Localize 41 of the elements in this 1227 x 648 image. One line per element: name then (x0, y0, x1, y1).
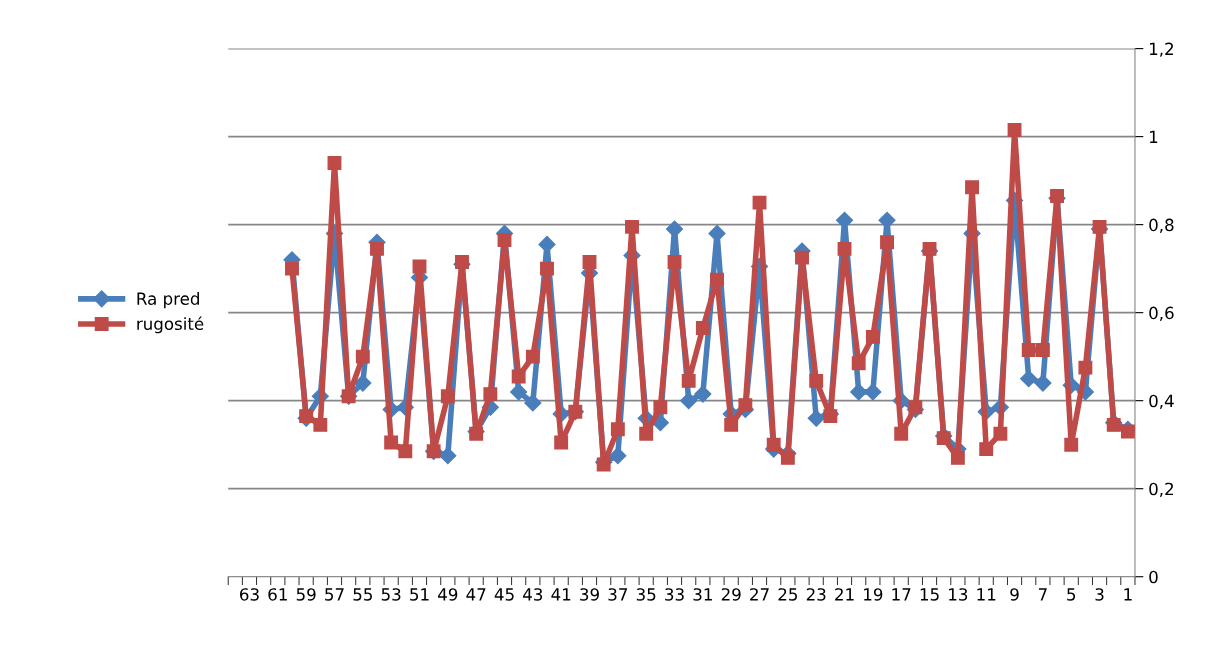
y-tick-label: 0,6 (1149, 306, 1174, 321)
x-tick-label: 37 (608, 588, 628, 601)
x-tick-label: 29 (721, 588, 741, 601)
x-tick-label: 19 (864, 588, 883, 601)
y-tick-label: 0 (1149, 570, 1158, 584)
x-tick-label: 55 (353, 588, 372, 601)
y-tick-label: 0,8 (1149, 218, 1174, 233)
x-tick-label: 49 (438, 588, 458, 601)
x-tick-label: 5 (1067, 588, 1076, 601)
x-tick-label: 11 (977, 588, 996, 601)
y-tick-label: 0,2 (1149, 482, 1174, 497)
x-tick-label: 33 (665, 588, 684, 601)
y-tick-label: 1,2 (1150, 42, 1174, 57)
x-tick-label: 17 (892, 588, 911, 601)
x-tick-label: 57 (325, 588, 344, 601)
x-tick-label: 7 (1038, 588, 1047, 601)
x-tick-label: 61 (268, 588, 287, 601)
x-tick-label: 41 (551, 588, 571, 601)
x-tick-label: 31 (693, 588, 712, 601)
x-tick-label: 25 (778, 588, 798, 601)
x-tick-label: 23 (806, 588, 826, 601)
y-tick-label: 0,4 (1149, 394, 1174, 409)
x-tick-label: 63 (240, 588, 259, 601)
x-tick-label: 43 (523, 588, 543, 601)
x-tick-label: 59 (296, 588, 316, 601)
x-tick-label: 35 (636, 588, 656, 601)
x-tick-label: 27 (750, 588, 769, 601)
x-tick-label: 39 (580, 588, 599, 601)
legend-label: rugosité (137, 316, 204, 334)
x-tick-label: 13 (949, 588, 968, 601)
y-tick-label: 1 (1150, 130, 1158, 143)
x-tick-label: 47 (466, 588, 486, 601)
x-tick-label: 21 (835, 588, 854, 601)
x-tick-label: 45 (494, 588, 514, 601)
x-tick-label: 9 (1010, 588, 1019, 601)
legend-label: Ra pred (137, 292, 199, 309)
x-tick-label: 15 (920, 588, 939, 601)
x-tick-label: 53 (381, 588, 401, 601)
x-tick-label: 1 (1124, 588, 1132, 601)
x-tick-label: 3 (1095, 588, 1104, 601)
x-tick-label: 51 (410, 588, 429, 601)
